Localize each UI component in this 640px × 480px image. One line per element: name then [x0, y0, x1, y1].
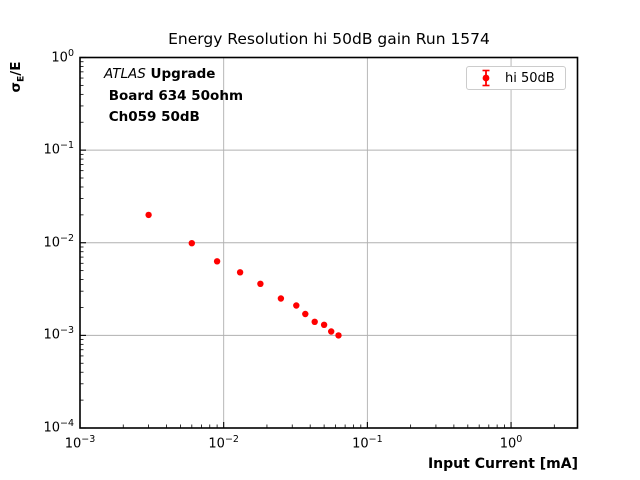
data-point — [320, 321, 328, 328]
plot-spines — [79, 56, 579, 429]
data-point — [236, 269, 244, 276]
data-point — [213, 258, 221, 265]
x-axis-label: Input Current [mA] — [427, 456, 578, 472]
annotation-line-1: ATLAS Upgrade — [104, 64, 243, 86]
data-point — [293, 302, 300, 309]
errorbar-marker-icon — [482, 69, 490, 87]
data-point — [311, 318, 318, 325]
chart-title: Energy Resolution hi 50dB gain Run 1574 — [168, 30, 490, 48]
legend-label: hi 50dB — [505, 70, 555, 86]
data-point — [335, 332, 342, 339]
data-point — [277, 295, 285, 302]
data-point — [328, 328, 335, 335]
annotation-block: ATLAS Upgrade Board 634 50ohm Ch059 50dB — [104, 64, 243, 129]
data-point — [145, 211, 152, 219]
data-point — [257, 280, 264, 287]
annotation-atlas: ATLAS — [104, 66, 146, 82]
annotation-line-3: Ch059 50dB — [104, 109, 200, 125]
annotation-upgrade: Upgrade — [145, 66, 216, 82]
data-point — [302, 310, 309, 318]
legend: hi 50dB — [466, 66, 566, 90]
data-point — [188, 240, 195, 247]
annotation-line-2: Board 634 50ohm — [104, 87, 244, 104]
